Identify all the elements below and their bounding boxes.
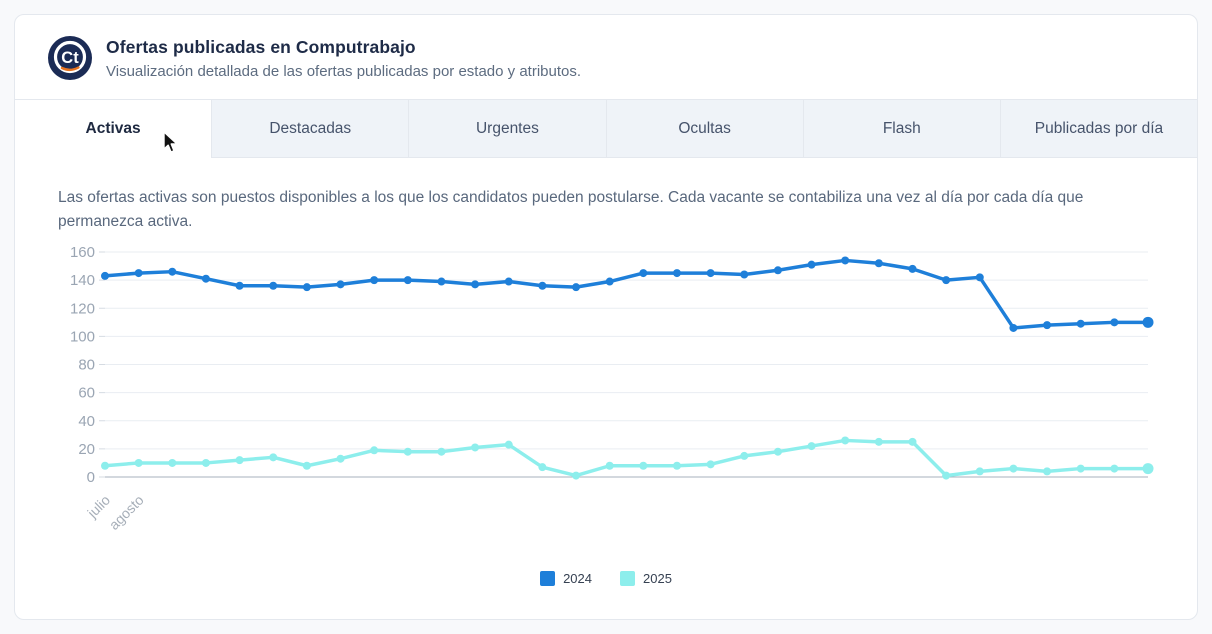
tab-urgentes[interactable]: Urgentes — [408, 100, 606, 158]
tab-activas[interactable]: Activas — [15, 100, 212, 158]
tab-bar: Activas Destacadas Urgentes Ocultas Flash Pub… — [15, 100, 1197, 158]
svg-text:100: 100 — [70, 328, 95, 345]
svg-text:40: 40 — [78, 413, 95, 430]
legend-label: 2024 — [563, 571, 592, 587]
offers-card: Ct Ofertas publicadas en Computrabajo Vi… — [14, 14, 1198, 620]
page-title: Ofertas publicadas en Computrabajo — [106, 36, 416, 57]
legend-item-2025[interactable]: 2025 — [620, 571, 672, 587]
svg-text:80: 80 — [78, 357, 95, 374]
svg-text:Ct: Ct — [61, 49, 79, 67]
svg-text:agosto: agosto — [106, 492, 147, 533]
tab-flash[interactable]: Flash — [802, 100, 1000, 158]
tab-content: Las ofertas activas son puestos disponib… — [15, 158, 1197, 587]
active-offers-description: Las ofertas activas son puestos disponib… — [58, 189, 1084, 231]
svg-text:160: 160 — [70, 244, 95, 261]
tab-destacadas[interactable]: Destacadas — [211, 100, 409, 158]
legend-label: 2025 — [643, 571, 672, 587]
svg-text:julio: julio — [83, 492, 113, 522]
page-subtitle: Visualización detallada de las ofertas p… — [106, 62, 582, 80]
computrabajo-logo-icon: Ct — [48, 36, 92, 80]
tab-publicadas-por-día[interactable]: Publicadas por día — [999, 100, 1197, 158]
tab-ocultas[interactable]: Ocultas — [605, 100, 803, 158]
chart-container: 0 20 40 60 80 100 120 140 160 julio agosto — [58, 244, 1154, 541]
svg-text:140: 140 — [70, 272, 95, 289]
header-text: Ofertas publicadas en Computrabajo Visua… — [106, 37, 581, 80]
svg-text:60: 60 — [78, 385, 95, 402]
chart-legend: 2024 2025 — [58, 571, 1154, 587]
legend-item-2024[interactable]: 2024 — [540, 571, 592, 587]
svg-text:20: 20 — [78, 441, 95, 458]
legend-swatch-2024 — [540, 571, 556, 587]
card-header: Ct Ofertas publicadas en Computrabajo Vi… — [15, 15, 1197, 100]
svg-text:120: 120 — [70, 300, 95, 317]
svg-text:0: 0 — [87, 469, 95, 486]
legend-swatch-2025 — [620, 571, 635, 587]
